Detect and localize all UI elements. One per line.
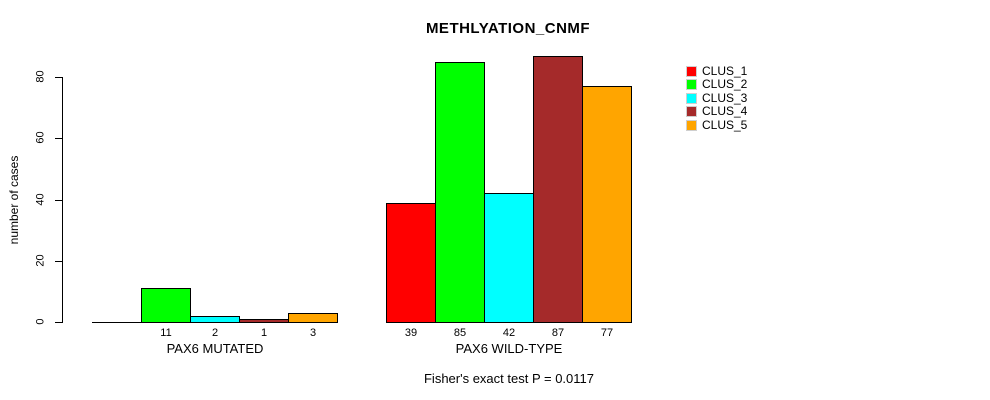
legend-label: CLUS_5 xyxy=(702,118,748,132)
bar-value-label: 3 xyxy=(309,327,317,339)
y-axis-tick xyxy=(55,77,62,78)
legend-swatch-clus-3 xyxy=(686,93,697,104)
bar-value-label: 42 xyxy=(502,327,516,339)
legend-label: CLUS_2 xyxy=(702,77,748,91)
bar-clus-3 xyxy=(484,193,534,323)
group-label: PAX6 WILD-TYPE xyxy=(455,341,563,356)
legend-swatch-clus-5 xyxy=(686,120,697,131)
bar-value-label: 1 xyxy=(260,327,268,339)
bar-clus-2 xyxy=(435,62,485,323)
legend-swatch-clus-1 xyxy=(686,66,697,77)
bar-clus-2 xyxy=(141,288,191,323)
legend-swatch-clus-2 xyxy=(686,79,697,90)
bar-clus-4 xyxy=(533,56,583,323)
bar-clus-5 xyxy=(582,86,632,323)
y-axis-tick xyxy=(55,261,62,262)
y-axis-tick xyxy=(55,138,62,139)
bar-value-label: 2 xyxy=(211,327,219,339)
legend-label: CLUS_4 xyxy=(702,104,748,118)
bar-value-label: 11 xyxy=(160,327,172,339)
bar-value-label: 39 xyxy=(404,327,418,339)
legend-label: CLUS_1 xyxy=(702,64,748,78)
chart-title: METHLYATION_CNMF xyxy=(425,20,591,37)
legend-label: CLUS_3 xyxy=(702,91,748,105)
y-axis-line xyxy=(62,77,63,323)
bar-value-label: 77 xyxy=(600,327,614,339)
y-axis-tick xyxy=(55,200,62,201)
legend-swatch-clus-4 xyxy=(686,106,697,117)
y-axis-tick xyxy=(55,322,62,323)
group-label: PAX6 MUTATED xyxy=(166,341,264,356)
fisher-test-note: Fisher's exact test P = 0.0117 xyxy=(423,371,595,386)
bar-clus-5 xyxy=(288,313,338,323)
bar-value-label: 87 xyxy=(551,327,565,339)
bar-value-label: 85 xyxy=(453,327,467,339)
